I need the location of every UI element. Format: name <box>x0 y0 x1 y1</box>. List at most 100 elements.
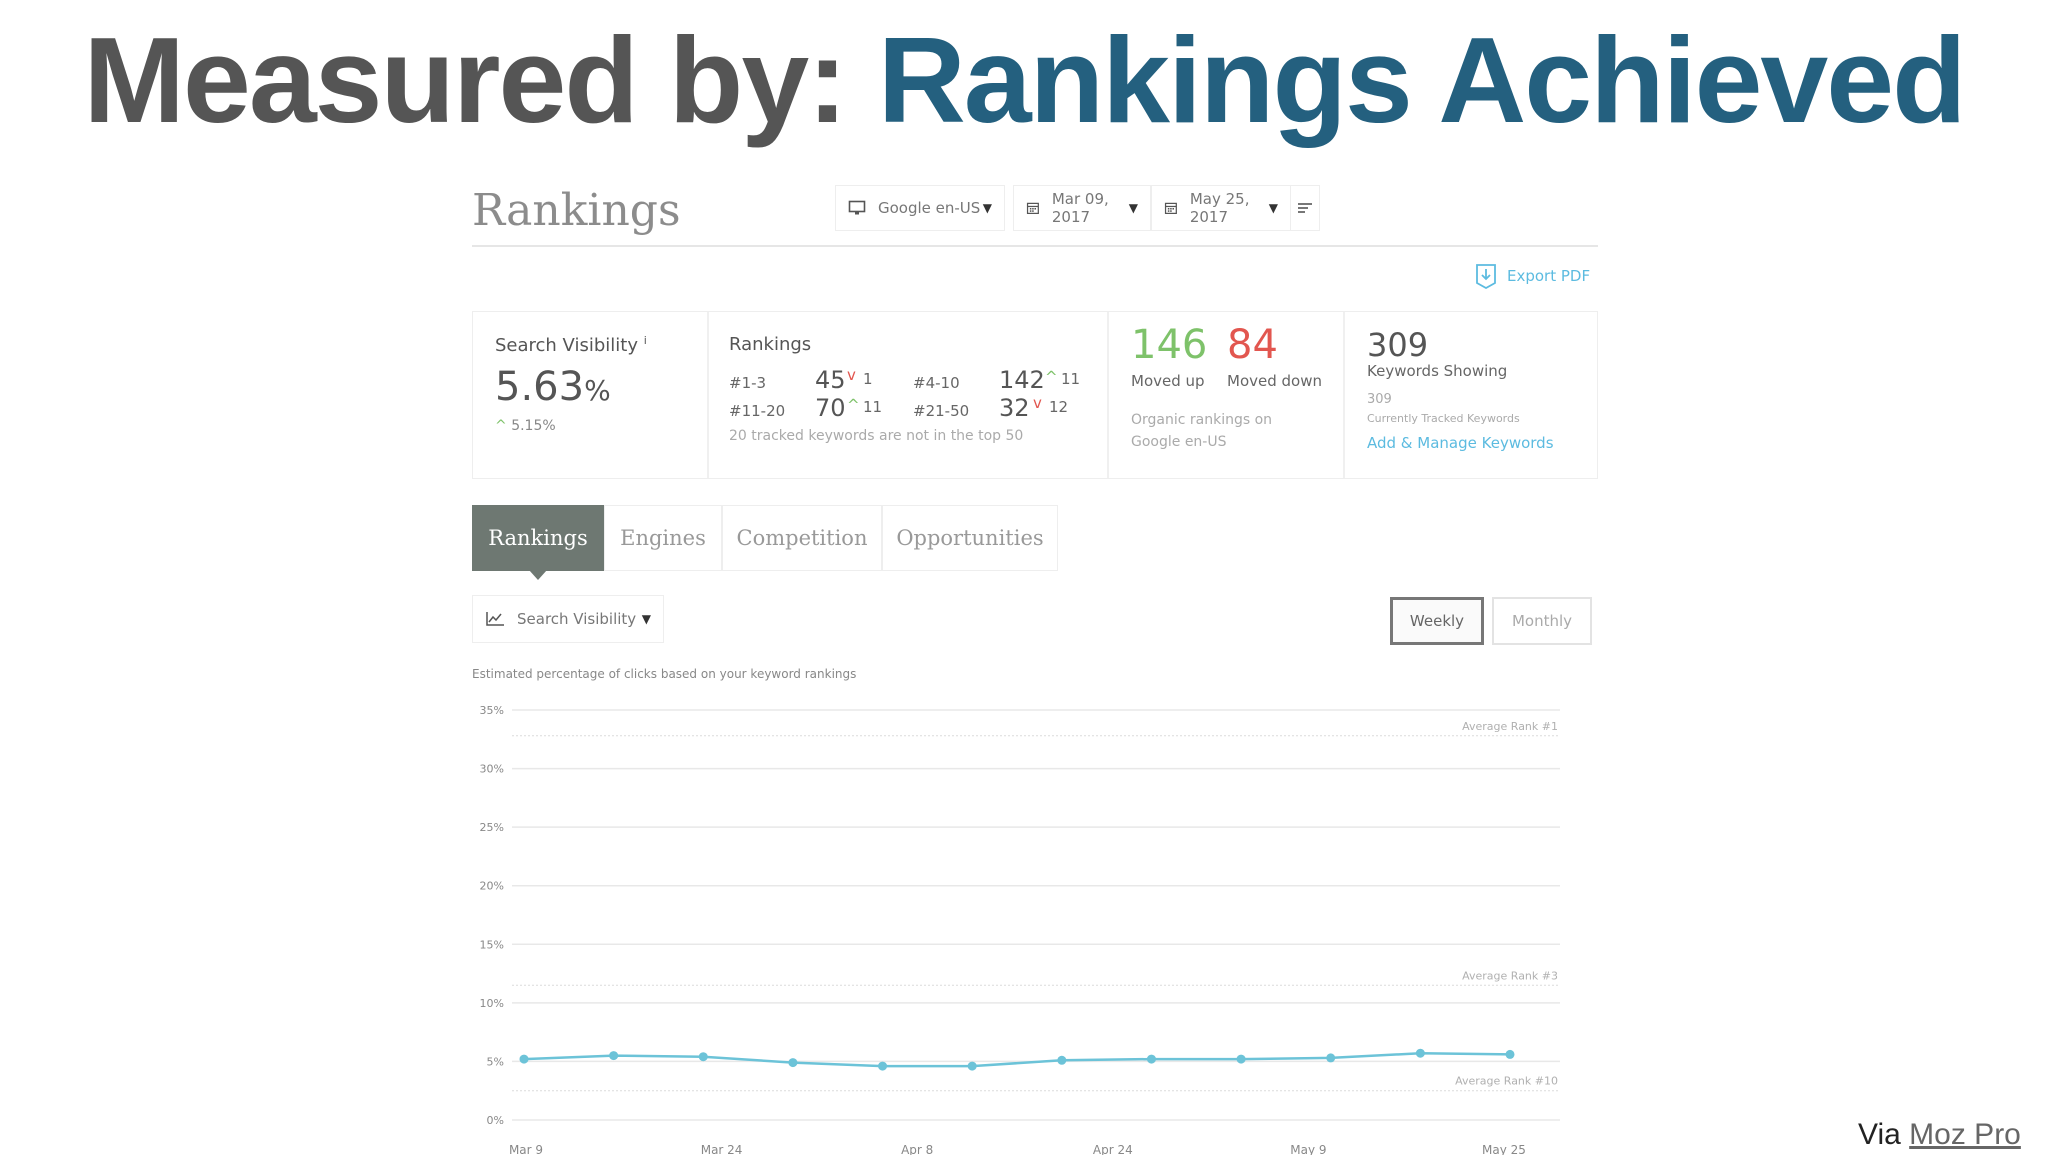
end-date-picker[interactable]: May 25, 2017 ▼ <box>1151 185 1291 231</box>
attribution: Via Moz Pro <box>1858 1118 2021 1152</box>
page-title: Rankings <box>472 185 681 236</box>
y-tick-label: 0% <box>487 1114 504 1127</box>
bucket-range: #21-50 <box>913 402 970 420</box>
data-point <box>519 1054 529 1064</box>
rankings-note: 20 tracked keywords are not in the top 5… <box>729 428 1024 444</box>
bucket-delta: 11 <box>1061 370 1081 388</box>
data-point <box>1326 1053 1336 1063</box>
chevron-down-icon: ▼ <box>1128 201 1138 215</box>
attribution-prefix: Via <box>1858 1118 1901 1151</box>
tab-opportunities[interactable]: Opportunities <box>882 505 1058 571</box>
tracked-keywords-label: Currently Tracked Keywords <box>1367 412 1520 425</box>
stats-divider <box>1107 312 1109 478</box>
chevron-down-icon: ▼ <box>1268 201 1278 215</box>
monthly-button[interactable]: Monthly <box>1492 597 1592 645</box>
reference-line-label: Average Rank #3 <box>1462 969 1558 982</box>
bucket-range: #1-3 <box>729 374 767 392</box>
chevron-down-icon: ▼ <box>982 201 992 215</box>
data-point <box>1415 1048 1425 1058</box>
bucket-delta: 11 <box>863 398 883 416</box>
manage-keywords-link[interactable]: Add & Manage Keywords <box>1367 434 1554 452</box>
search-visibility-label-text: Search Visibility <box>495 335 638 356</box>
engine-dropdown[interactable]: Google en-US ▼ <box>835 185 1005 231</box>
y-tick-label: 10% <box>480 997 504 1010</box>
tab-engines[interactable]: Engines <box>604 505 722 571</box>
data-point <box>1505 1049 1515 1059</box>
search-visibility-value: 5.63% <box>495 364 611 410</box>
data-point <box>788 1058 798 1068</box>
bucket-count: 45 <box>815 366 846 394</box>
data-point <box>878 1061 888 1071</box>
rankings-screenshot: Rankings Google en-US ▼ Mar 09, 2017 ▼ M… <box>470 175 1600 1155</box>
export-pdf-link[interactable]: Export PDF <box>1475 263 1590 289</box>
line-chart-icon <box>486 612 504 626</box>
reference-line-label: Average Rank #1 <box>1462 720 1558 733</box>
search-visibility-chart: 35% 30% 25% 20% 15% 10% 5% 0% Average Rank #1 Ave… <box>480 704 1560 1155</box>
arrow-up-icon: ^ <box>1045 368 1058 386</box>
bucket-count: 70 <box>815 394 846 422</box>
y-tick-label: 30% <box>480 763 504 776</box>
data-point <box>1057 1055 1067 1065</box>
monitor-icon <box>848 200 866 215</box>
data-point <box>1146 1054 1156 1064</box>
bucket-count: 142 <box>999 366 1045 394</box>
keywords-showing-value: 309 <box>1367 326 1429 364</box>
y-tick-label: 25% <box>480 821 504 834</box>
download-icon <box>1476 264 1496 289</box>
search-visibility-change-value: 5.15% <box>511 418 556 434</box>
search-visibility-change: ^ 5.15% <box>495 418 556 434</box>
info-icon[interactable]: i <box>643 334 647 347</box>
data-point <box>967 1061 977 1071</box>
data-point <box>698 1052 708 1062</box>
start-date-picker[interactable]: Mar 09, 2017 ▼ <box>1013 185 1151 231</box>
x-tick-label: Apr 24 <box>1093 1143 1133 1155</box>
x-tick-label: Mar 9 <box>509 1143 543 1155</box>
tab-rankings[interactable]: Rankings <box>472 505 604 580</box>
stats-panel: Search Visibility i 5.63% ^ 5.15% Rankin… <box>472 311 1598 479</box>
metric-dropdown-value: Search Visibility <box>517 610 637 628</box>
x-tick-label: May 9 <box>1290 1143 1326 1155</box>
start-date-value: Mar 09, 2017 <box>1051 190 1109 226</box>
series-line <box>523 1051 1511 1068</box>
search-visibility-unit: % <box>584 374 611 407</box>
calendar-icon <box>1164 202 1177 214</box>
arrow-down-icon: v <box>1033 394 1042 412</box>
moved-up-value: 146 <box>1131 322 1208 368</box>
moved-down-label: Moved down <box>1227 372 1322 390</box>
stats-divider <box>1343 312 1345 478</box>
moz-pro-link[interactable]: Moz Pro <box>1909 1118 2021 1151</box>
y-tick-label: 35% <box>480 704 504 717</box>
end-date-value: May 25, 2017 <box>1189 190 1250 226</box>
bucket-range: #11-20 <box>729 402 786 420</box>
filter-lines-icon <box>1298 203 1312 213</box>
search-visibility-label: Search Visibility i <box>495 334 647 356</box>
tab-competition[interactable]: Competition <box>722 505 882 571</box>
x-tick-label: Apr 8 <box>901 1143 933 1155</box>
bucket-count: 32 <box>999 394 1030 422</box>
x-tick-label: May 25 <box>1482 1143 1526 1155</box>
filter-button[interactable] <box>1290 185 1320 231</box>
chart-caption: Estimated percentage of clicks based on … <box>472 667 857 681</box>
metric-dropdown[interactable]: Search Visibility ▼ <box>472 595 664 643</box>
data-point <box>1236 1054 1246 1064</box>
arrow-down-icon: v <box>847 366 856 384</box>
slide-title-highlight: Rankings Achieved <box>877 12 1967 148</box>
reference-line-label: Average Rank #10 <box>1455 1075 1558 1088</box>
movement-note: Google en-US <box>1131 434 1227 450</box>
chevron-down-icon: ▼ <box>641 612 651 626</box>
slide-title: Measured by: Rankings Achieved <box>0 10 2048 150</box>
tracked-keywords-value: 309 <box>1367 392 1392 407</box>
weekly-button[interactable]: Weekly <box>1390 597 1484 645</box>
slide-title-prefix: Measured by: <box>83 12 847 148</box>
rankings-stat-label: Rankings <box>729 334 812 355</box>
y-tick-label: 5% <box>487 1055 504 1068</box>
y-tick-label: 15% <box>480 938 504 951</box>
y-tick-label: 20% <box>480 880 504 893</box>
movement-note: Organic rankings on <box>1131 412 1273 428</box>
data-point <box>609 1051 619 1061</box>
bucket-delta: 12 <box>1049 398 1069 416</box>
search-visibility-number: 5.63 <box>495 364 585 410</box>
title-divider <box>472 245 1598 247</box>
engine-dropdown-value: Google en-US <box>878 199 981 217</box>
export-pdf-label: Export PDF <box>1507 267 1591 285</box>
